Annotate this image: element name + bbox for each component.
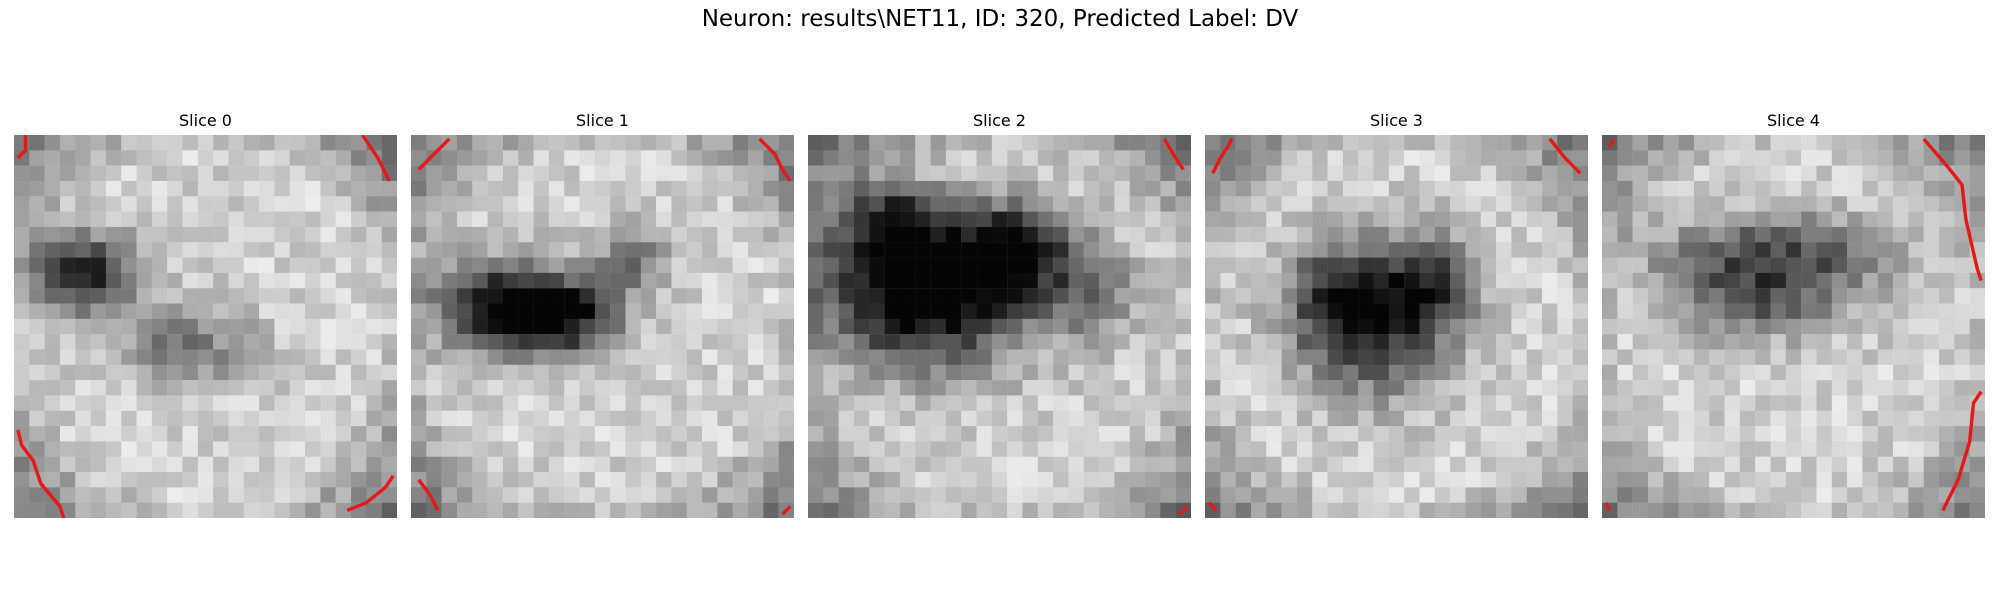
slice-panel-3: Slice 3 (1205, 110, 1588, 518)
figure-title: Neuron: results\NET11, ID: 320, Predicte… (0, 6, 2000, 32)
slice-title-2: Slice 2 (808, 110, 1191, 132)
slice-image-3 (1205, 135, 1588, 518)
slice-image-2 (808, 135, 1191, 518)
slice-panel-4: Slice 4 (1602, 110, 1985, 518)
slice-panel-2: Slice 2 (808, 110, 1191, 518)
slice-title-1: Slice 1 (411, 110, 794, 132)
slice-image-1 (411, 135, 794, 518)
slice-image-4 (1602, 135, 1985, 518)
slice-image-0 (14, 135, 397, 518)
slice-panel-0: Slice 0 (14, 110, 397, 518)
slice-title-3: Slice 3 (1205, 110, 1588, 132)
slice-panel-1: Slice 1 (411, 110, 794, 518)
slice-title-0: Slice 0 (14, 110, 397, 132)
slice-title-4: Slice 4 (1602, 110, 1985, 132)
